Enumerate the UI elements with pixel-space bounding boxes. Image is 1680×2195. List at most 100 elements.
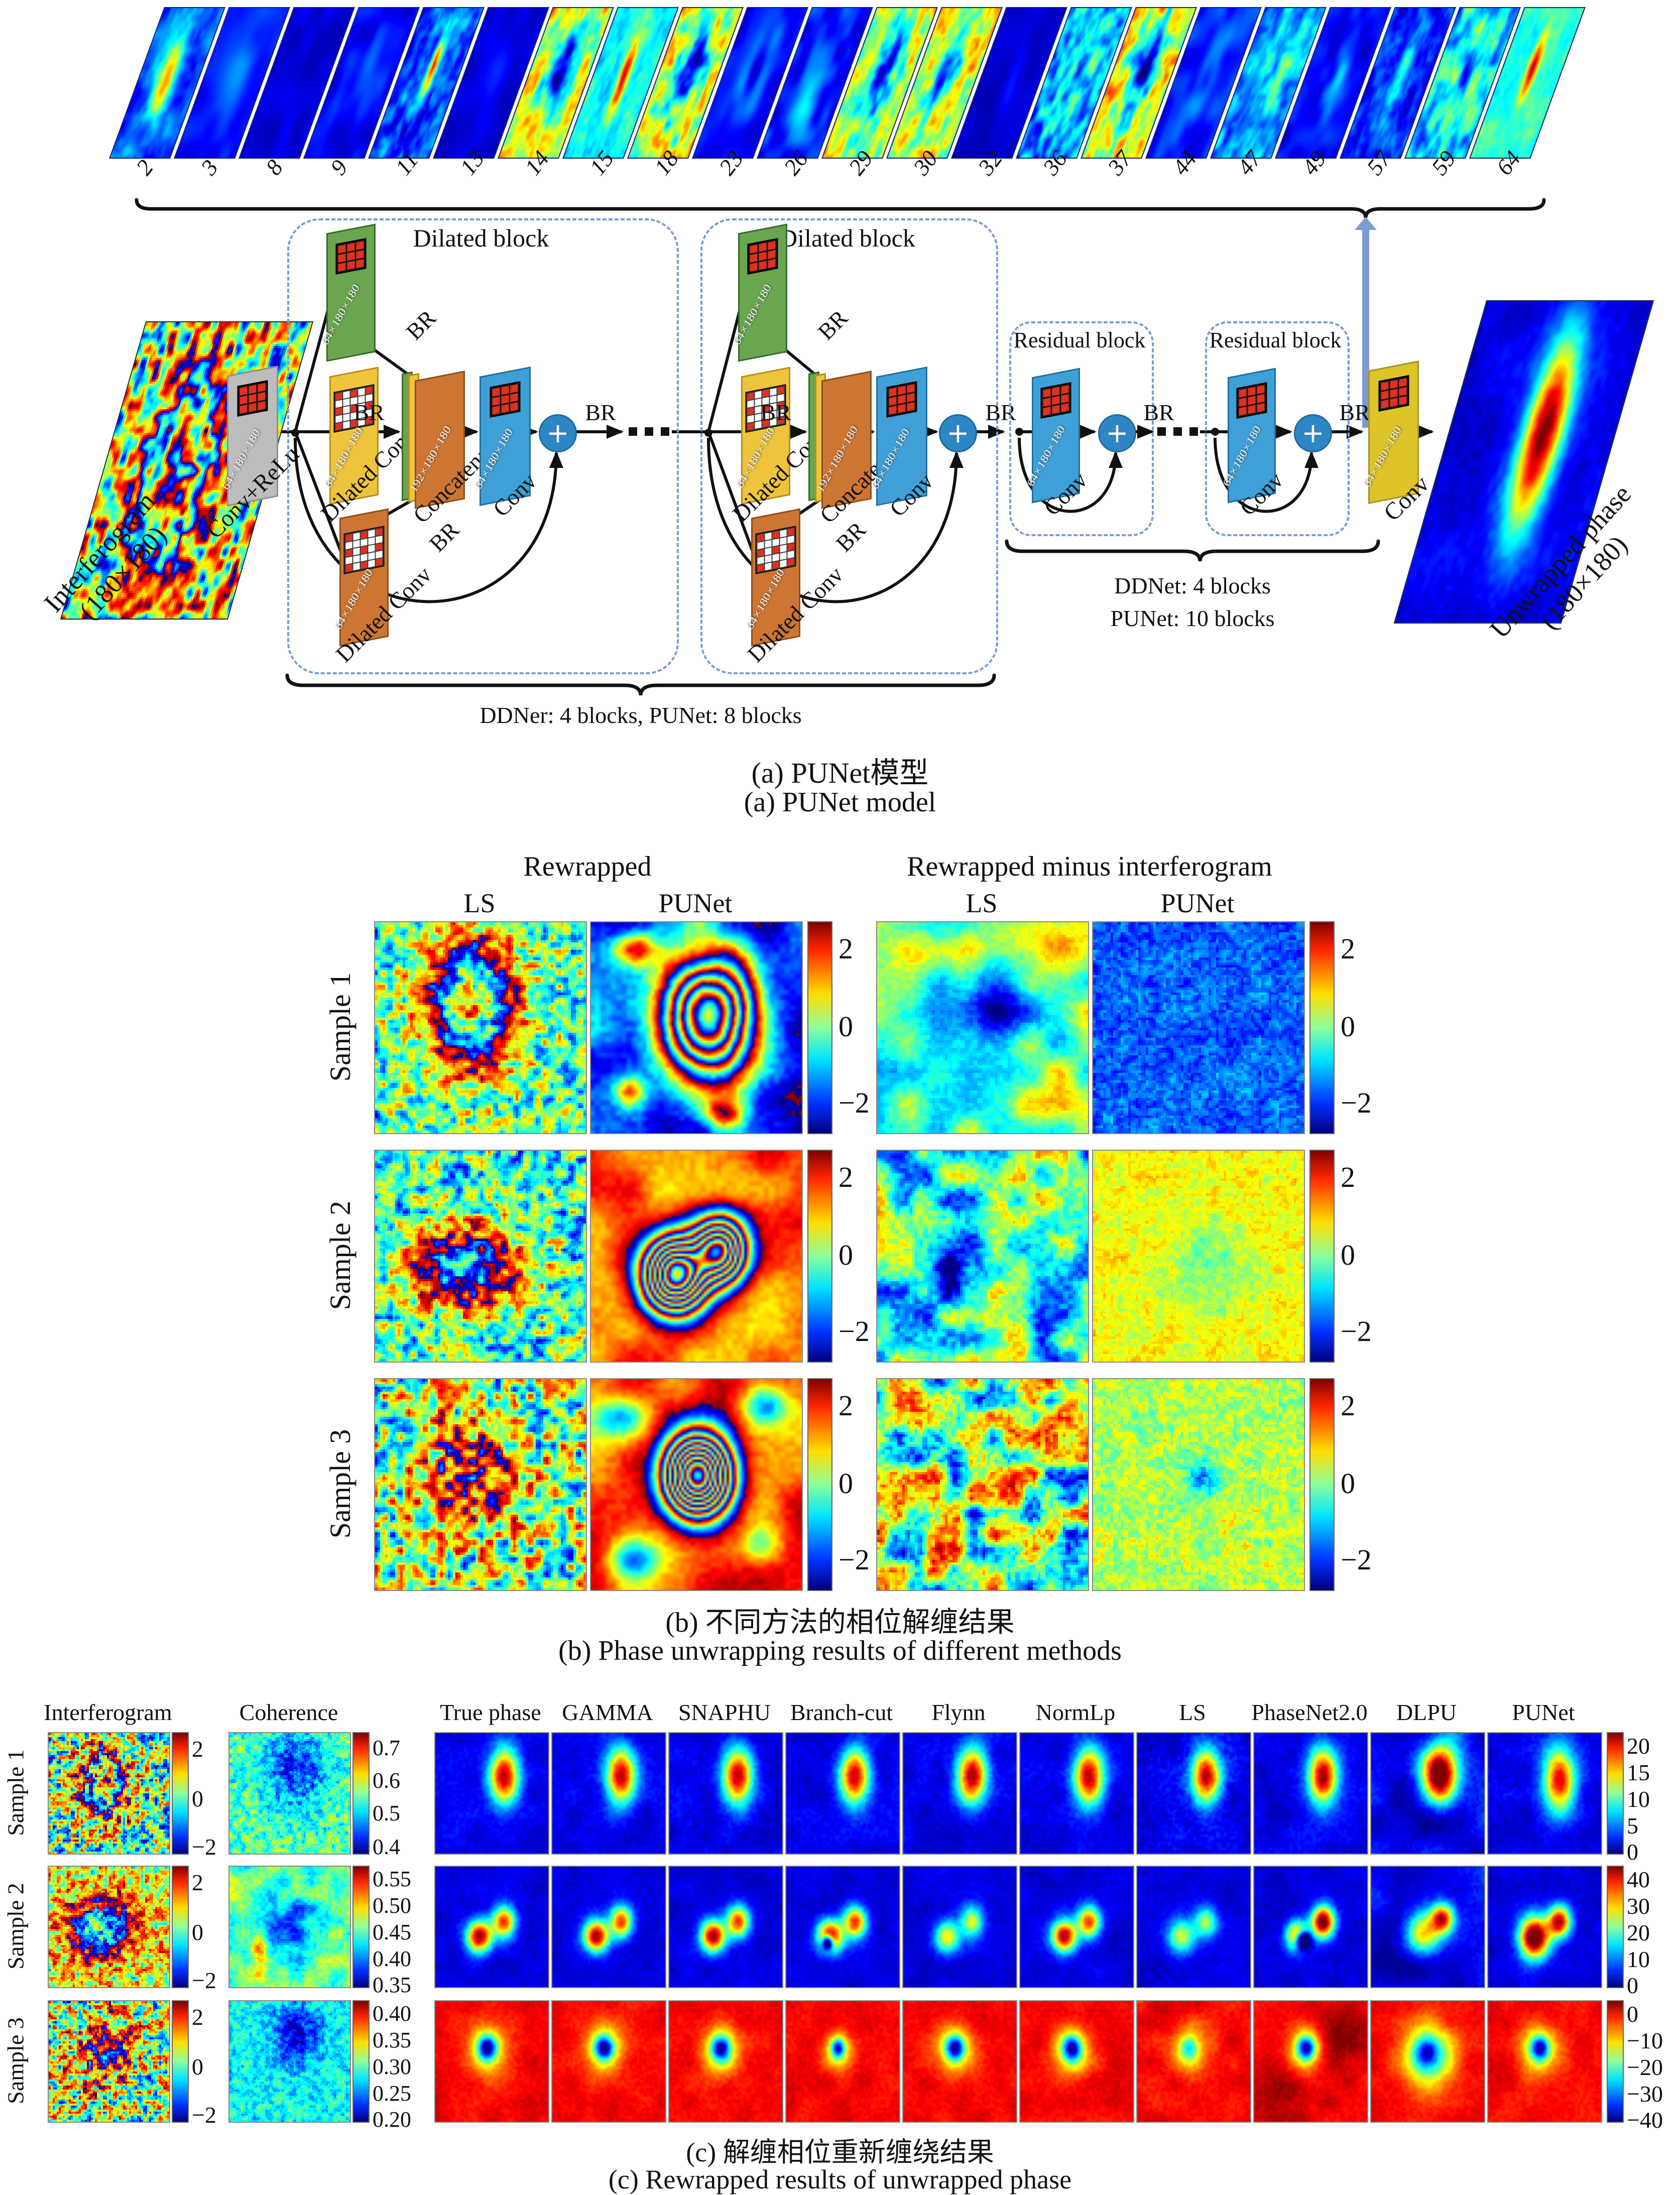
arrow-to-feature-maps-head xyxy=(1355,217,1377,230)
colorbar-tick: 0.55 xyxy=(373,1867,411,1892)
colorbar xyxy=(1607,2000,1624,2123)
skip-connection xyxy=(707,437,964,603)
colorbar-tick: 40 xyxy=(1627,1867,1650,1893)
row-label-sample: Sample 2 xyxy=(3,1866,29,1986)
panel-b-2-ls-rewrapped xyxy=(374,1150,587,1363)
column-header-dlpu: DLPU xyxy=(1396,1699,1457,1725)
kernel-icon xyxy=(886,381,917,418)
kernel-icon xyxy=(490,381,521,418)
col-label-punet-1: PUNet xyxy=(658,888,733,918)
residual-brace-line1: DDNet: 4 blocks xyxy=(1114,573,1271,598)
kernel-icon xyxy=(343,526,385,574)
panel-b-3-punet-minus xyxy=(1092,1378,1305,1591)
panel-c-2-ls xyxy=(1136,1866,1251,1988)
colorbar-tick: 20 xyxy=(1627,1919,1650,1945)
panel-c-interferogram-1 xyxy=(48,1732,170,1855)
colorbar-tick: 0 xyxy=(192,1785,203,1811)
panel-b-1-ls-minus xyxy=(876,921,1089,1134)
panel-c-1-dlpu xyxy=(1370,1732,1485,1855)
colorbar-tick: 0 xyxy=(838,1010,853,1043)
panel-c-1-ls xyxy=(1136,1732,1251,1855)
dilated-block xyxy=(700,218,998,674)
br-label: BR xyxy=(1143,400,1174,425)
br-label: BR xyxy=(585,400,616,425)
panel-b-3-punet-rewrapped xyxy=(590,1378,803,1591)
col-label-punet-2: PUNet xyxy=(1160,888,1235,918)
colorbar-tick: −2 xyxy=(1341,1543,1372,1576)
colorbar xyxy=(1309,921,1335,1134)
column-header-ls: LS xyxy=(1179,1699,1206,1725)
colorbar xyxy=(807,1150,832,1363)
colorbar-tick: 0 xyxy=(1627,1973,1638,1999)
plus-node: + xyxy=(1098,414,1136,452)
colorbar-tick: −2 xyxy=(1341,1314,1372,1348)
colorbar xyxy=(807,1378,832,1591)
colorbar-tick: 0.45 xyxy=(373,1919,411,1944)
kernel-icon xyxy=(1040,382,1071,419)
panel-c-3-punet xyxy=(1487,2000,1602,2123)
panel-b-2-punet-rewrapped xyxy=(590,1150,803,1363)
colorbar-tick: 20 xyxy=(1627,1733,1650,1759)
row-label-text: Sample 3 xyxy=(324,1429,357,1538)
colorbar-tick: 0 xyxy=(1341,1239,1355,1272)
panel-c-2-phasenet2-0 xyxy=(1253,1866,1368,1988)
column-header-coherence: Coherence xyxy=(239,1699,338,1725)
colorbar xyxy=(1309,1150,1335,1363)
colorbar-tick: 10 xyxy=(1627,1786,1650,1812)
colorbar xyxy=(172,1866,189,1988)
wire xyxy=(707,431,758,563)
plus-node: + xyxy=(939,414,977,452)
panel-c-3-true-phase xyxy=(434,2000,549,2123)
panel-c-2-branch-cut xyxy=(785,1866,900,1988)
residual-block xyxy=(1009,321,1154,536)
conv-layer: 64×180×180 xyxy=(319,223,376,362)
panel-c-3-gamma xyxy=(551,2000,666,2123)
panel-c-3-flynn xyxy=(902,2000,1017,2123)
column-header-gamma: GAMMA xyxy=(562,1699,653,1725)
colorbar-tick: 2 xyxy=(838,1389,853,1422)
panel-b-2-punet-minus xyxy=(1092,1150,1305,1363)
colorbar-tick: 0.50 xyxy=(373,1893,411,1918)
colorbar-tick: −2 xyxy=(838,1543,870,1576)
colorbar-tick: 2 xyxy=(1341,932,1355,965)
panel-c-3-branch-cut xyxy=(785,2000,900,2123)
colorbar-tick: 0 xyxy=(1341,1010,1355,1043)
group-title-rewrapped-minus: Rewrapped minus interferogram xyxy=(907,851,1272,882)
colorbar-tick: −2 xyxy=(192,1967,216,1993)
wire xyxy=(707,301,744,432)
panel-c-2-normlp xyxy=(1019,1866,1134,1988)
row-label-text: Sample 2 xyxy=(3,1882,29,1970)
colorbar-tick: 0.7 xyxy=(373,1736,400,1760)
row-label-sample: Sample 1 xyxy=(3,1732,29,1853)
colorbar-tick: 0.5 xyxy=(373,1800,400,1825)
panel-c-interferogram-2 xyxy=(48,1866,170,1988)
colorbar-tick: 2 xyxy=(192,1870,203,1896)
panel-c-interferogram-3 xyxy=(48,2000,170,2123)
row-label-text: Sample 3 xyxy=(3,2017,29,2104)
ellipsis-dots xyxy=(1157,427,1198,436)
column-header-snaphu: SNAPHU xyxy=(678,1699,771,1725)
colorbar xyxy=(1309,1378,1335,1591)
colorbar-tick: 2 xyxy=(192,1736,203,1762)
col-label-ls-2: LS xyxy=(966,888,998,918)
colorbar xyxy=(352,1866,370,1988)
colorbar-tick: −20 xyxy=(1627,2054,1663,2080)
panel-c-2-gamma xyxy=(551,1866,666,1988)
panel-c-2-punet xyxy=(1487,1866,1602,1988)
colorbar-tick: 30 xyxy=(1627,1893,1650,1919)
conv-layer: 64×180×180 xyxy=(731,223,787,362)
panel-c-1-flynn xyxy=(902,1732,1017,1855)
panel-b-1-punet-minus xyxy=(1092,921,1305,1134)
colorbar xyxy=(1607,1866,1624,1988)
residual-brace-line2: PUNet: 10 blocks xyxy=(1110,605,1275,631)
colorbar-tick: −2 xyxy=(838,1086,870,1119)
wire xyxy=(294,301,332,432)
colorbar-tick: 2 xyxy=(192,2004,203,2030)
skip-connection xyxy=(294,437,563,603)
caption-b-zh: (b) 不同方法的相位解缠结果 xyxy=(665,1607,1015,1638)
colorbar-tick: 0 xyxy=(1627,1839,1638,1865)
column-header-interferogram: Interferogram xyxy=(44,1699,172,1725)
kernel-icon xyxy=(1378,375,1409,412)
kernel-icon xyxy=(335,238,367,275)
